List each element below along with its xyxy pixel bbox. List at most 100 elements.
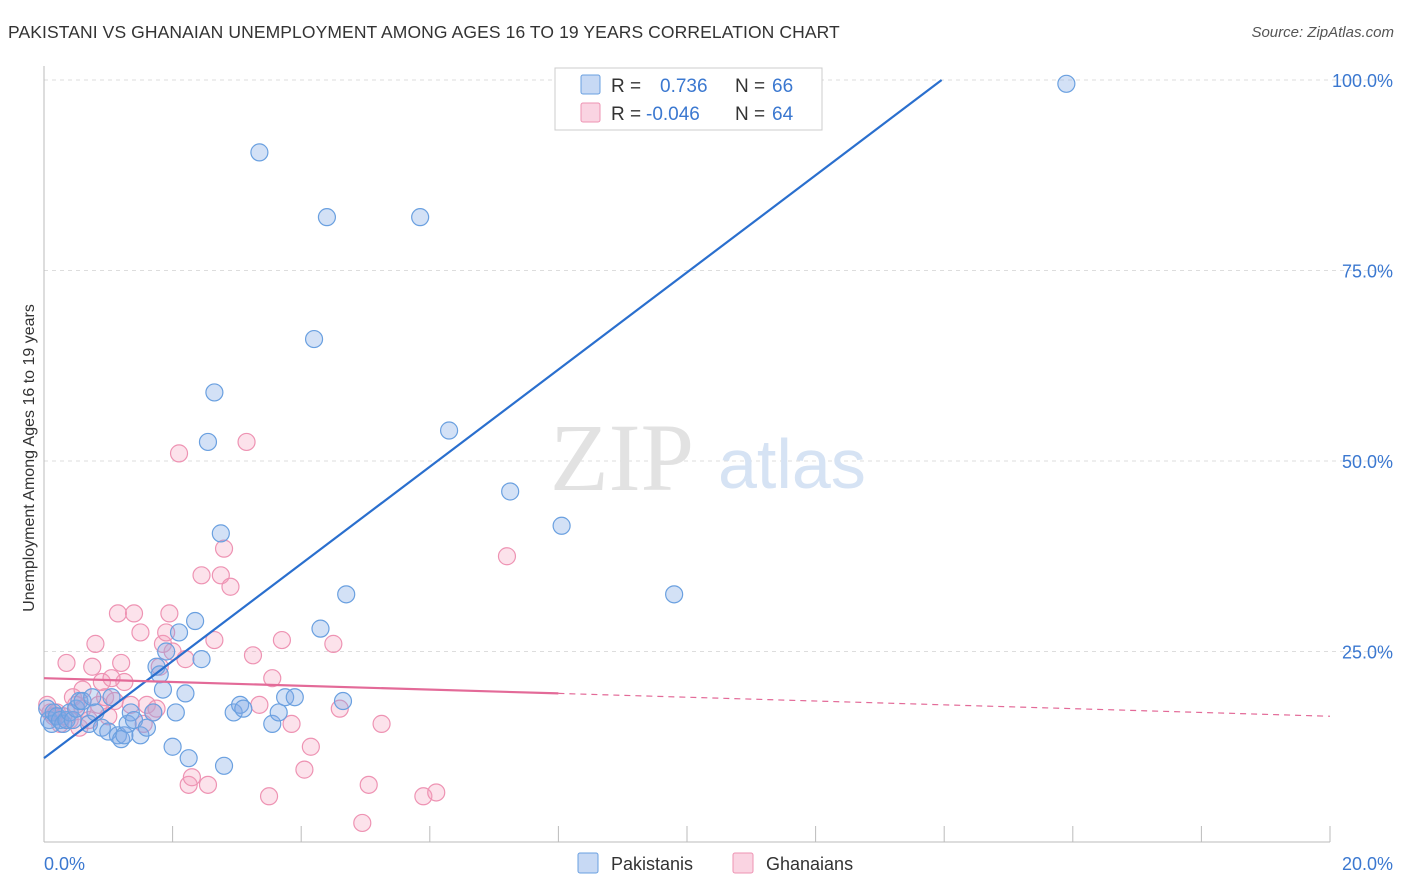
- pakistani-point: [153, 680, 173, 699]
- bottom-legend-label-ghanaians: Ghanaians: [766, 854, 853, 874]
- ghanaian-point: [263, 669, 282, 688]
- pakistani-point: [83, 688, 102, 707]
- ghanaian-point: [295, 760, 314, 779]
- pakistani-point: [552, 516, 571, 535]
- pakistani-point: [665, 585, 684, 604]
- pakistani-point: [439, 421, 459, 440]
- ghanaian-point: [108, 604, 128, 623]
- pakistani-point: [169, 623, 189, 642]
- bottom-legend-swatch-pakistanis: [577, 852, 599, 874]
- y-tick-label: 50.0%: [1342, 452, 1393, 472]
- gridlines: [44, 79, 1395, 652]
- pakistani-point: [192, 650, 211, 669]
- ghanaian-point: [221, 577, 240, 596]
- pakistani-point: [176, 684, 195, 703]
- ghanaian-point: [205, 630, 224, 650]
- pakistani-point: [102, 688, 121, 707]
- ghanaian-point: [192, 566, 211, 585]
- legend-n-value: 66: [772, 76, 793, 97]
- pakistani-point: [263, 714, 282, 733]
- ghanaian-point: [86, 634, 105, 653]
- legend-n-label: N =: [735, 104, 765, 125]
- legend: R = 0.736 N = 66 R = -0.046 N = 64: [554, 67, 823, 131]
- ghanaian-point: [243, 646, 263, 665]
- watermark-atlas: atlas: [718, 425, 866, 503]
- pakistani-point: [1057, 74, 1076, 93]
- ghanaian-point: [324, 634, 343, 653]
- watermark: ZIP atlas: [550, 404, 866, 511]
- pakistani-point: [311, 619, 330, 638]
- ghanaian-point: [259, 787, 279, 806]
- pakistani-point: [337, 585, 356, 604]
- ghanaian-point: [169, 444, 189, 463]
- pakistani-point: [234, 699, 253, 718]
- legend-r-label: R =: [611, 76, 641, 97]
- pakistani-point: [285, 688, 304, 707]
- pakistani-point: [269, 703, 288, 722]
- ghanaian-point: [427, 783, 446, 802]
- pakistani-point: [214, 756, 234, 775]
- ghanaian-point: [497, 547, 517, 566]
- y-tick-label: 100.0%: [1332, 71, 1393, 91]
- pakistani-point: [333, 691, 353, 711]
- y-axis-label: Unemployment Among Ages 16 to 19 years: [21, 304, 38, 612]
- ghanaian-point: [121, 695, 140, 714]
- legend-swatch-ghanaians: [580, 102, 601, 123]
- ghanaian-point: [353, 813, 372, 833]
- trend-lines: [43, 79, 1331, 760]
- pakistani-point: [186, 611, 205, 631]
- legend-n-value: 64: [772, 104, 794, 125]
- legend-r-label: R =: [611, 104, 641, 125]
- source-label: Source: ZipAtlas.com: [1251, 24, 1394, 41]
- pakistani-point: [411, 208, 430, 227]
- ghanaian-point: [112, 653, 131, 673]
- pakistani-point: [224, 703, 243, 722]
- pakistani-point: [131, 726, 150, 745]
- ghanaian-point: [214, 539, 234, 558]
- ghanaian-point: [282, 714, 301, 733]
- pakistani-point: [304, 329, 324, 349]
- ghanaian-point: [137, 695, 156, 714]
- ghanaian-point: [237, 432, 256, 452]
- ghanaian-point: [92, 672, 111, 692]
- pakistani-point: [211, 524, 230, 543]
- pakistani-point: [137, 718, 156, 737]
- watermark-zip: ZIP: [550, 404, 694, 511]
- ghanaian-point: [272, 630, 292, 650]
- pakistani-point: [157, 642, 176, 661]
- pakistani-point: [144, 703, 163, 722]
- ghanaian-point: [176, 650, 195, 669]
- pakistani-point: [73, 691, 92, 711]
- ghanaian-point: [160, 604, 179, 623]
- y-tick-label: 25.0%: [1342, 643, 1393, 663]
- pakistani-point: [179, 749, 198, 768]
- pakistani-point: [150, 665, 169, 684]
- bottom-legend-label-pakistanis: Pakistanis: [611, 854, 693, 874]
- ghanaians-points: [38, 432, 517, 833]
- ghanaian-point: [372, 714, 391, 733]
- ghanaian-point: [182, 768, 201, 787]
- pakistani-point: [317, 208, 337, 227]
- ghanaian-point: [124, 604, 144, 623]
- chart-title: PAKISTANI VS GHANAIAN UNEMPLOYMENT AMONG…: [8, 22, 840, 42]
- pakistani-point: [115, 726, 134, 745]
- ghanaian-point: [250, 695, 269, 714]
- x-tick-labels: 0.0% 20.0%: [44, 854, 1393, 874]
- ghanaian-point: [198, 775, 218, 794]
- x-tick-label: 0.0%: [44, 854, 85, 874]
- pakistani-point: [276, 688, 295, 707]
- bottom-legend-swatch-ghanaians: [732, 852, 754, 874]
- pakistani-point: [205, 383, 224, 402]
- pakistanis-trend-line: [43, 79, 943, 760]
- ghanaian-point: [83, 657, 102, 676]
- legend-swatch-pakistanis: [580, 74, 601, 95]
- legend-n-label: N =: [735, 76, 765, 97]
- y-tick-label: 75.0%: [1342, 262, 1393, 282]
- ghanaian-point: [95, 688, 115, 707]
- x-tick-label: 20.0%: [1342, 854, 1393, 874]
- pakistani-point: [501, 482, 520, 501]
- ghanaian-point: [301, 737, 320, 756]
- ghanaian-point: [57, 653, 76, 673]
- ghanaian-point: [102, 669, 121, 688]
